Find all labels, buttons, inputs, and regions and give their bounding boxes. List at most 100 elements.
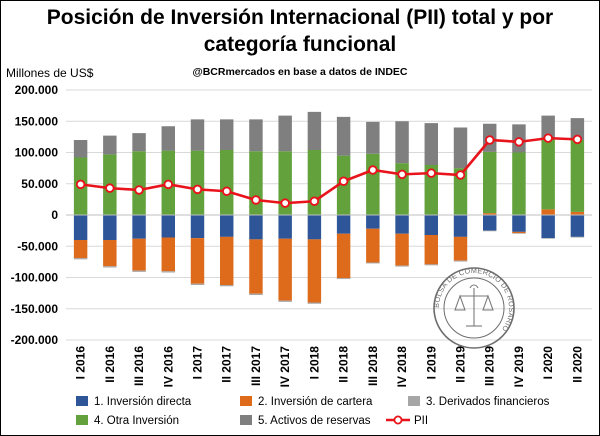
bar-2-11	[395, 233, 409, 266]
bar-2-15	[512, 231, 526, 234]
bar-1-6	[249, 215, 263, 240]
bar-2-5	[220, 236, 234, 285]
pii-point-0	[75, 179, 86, 190]
legend-swatch-3	[408, 396, 420, 406]
bar-5-3	[161, 126, 175, 151]
x-tick-label: I 2020	[541, 346, 555, 380]
bar-5-0	[73, 140, 88, 158]
bar-2-9	[336, 233, 351, 279]
bar-1-1	[103, 215, 117, 240]
x-tick-label: III 2019	[483, 346, 497, 386]
bar-5-5	[220, 119, 234, 150]
bar-5-10	[366, 121, 380, 154]
bar-1-4	[190, 215, 205, 239]
bar-1-11	[395, 215, 409, 234]
bar-4-16	[541, 139, 555, 210]
y-tick-label: -100.000	[11, 271, 59, 285]
bar-3-17	[570, 236, 585, 238]
pii-line	[80, 136, 578, 205]
bar-3-10	[366, 262, 380, 264]
bar-5-6	[249, 119, 263, 152]
legend-label: 5. Activos de reservas	[258, 415, 371, 427]
bar-1-16	[541, 215, 555, 239]
y-tick-label: 0	[51, 208, 58, 222]
x-tick-label: IV 2018	[395, 346, 409, 388]
x-tick-label: IV 2019	[512, 346, 526, 388]
bar-5-16	[541, 115, 555, 140]
pii-point-3	[163, 179, 173, 190]
bar-2-10	[366, 228, 380, 263]
x-tick-label: II 2016	[103, 346, 117, 383]
pii-point-5	[222, 186, 232, 196]
pii-point-7	[280, 198, 290, 208]
bar-1-17	[570, 215, 585, 237]
bar-1-0	[73, 215, 88, 240]
bar-4-5	[220, 150, 234, 215]
bar-3-14	[483, 230, 497, 232]
x-tick-label: I 2018	[307, 346, 321, 380]
bar-3-15	[512, 233, 526, 234]
x-tick-label: I 2017	[191, 346, 205, 380]
bar-3-12	[424, 264, 438, 266]
y-tick-label: -50.000	[17, 239, 58, 253]
bar-1-3	[161, 215, 175, 238]
bar-3-3	[161, 271, 175, 273]
x-tick-label: II 2017	[220, 346, 234, 383]
bar-4-4	[190, 150, 205, 215]
bar-3-5	[220, 285, 234, 287]
legend-label: 1. Inversión directa	[94, 396, 192, 408]
bar-2-12	[424, 235, 438, 265]
bar-5-12	[424, 123, 438, 165]
x-tick-label: III 2017	[249, 346, 263, 386]
chart-title: Posición de Inversión Internacional (PII…	[0, 4, 600, 58]
legend-marker-point	[393, 415, 403, 425]
legend-swatch-5	[240, 415, 252, 425]
bar-1-2	[132, 215, 146, 239]
seal-logo: BOLSA DE COMERCIO DE ROSARIO	[432, 266, 516, 349]
bar-2-0	[73, 240, 88, 259]
bar-3-4	[190, 283, 205, 285]
bar-2-17	[570, 211, 585, 215]
title-line-2: categoría funcional	[203, 33, 397, 56]
pii-point-10	[368, 165, 378, 175]
bar-3-9	[336, 278, 351, 280]
legend-swatch-4	[76, 415, 88, 425]
bar-2-1	[103, 240, 117, 267]
bar-3-16	[541, 238, 555, 239]
bar-4-6	[249, 151, 263, 215]
bar-5-17	[570, 118, 585, 140]
bar-1-14	[483, 215, 497, 231]
bar-2-14	[483, 213, 497, 215]
pii-point-8	[309, 196, 320, 206]
y-tick-label: -200.000	[11, 333, 59, 347]
bar-5-1	[103, 135, 117, 155]
chart-subtitle: @BCRmercados en base a datos de INDEC	[192, 66, 408, 78]
bar-1-13	[453, 215, 468, 237]
y-tick-label: 50.000	[21, 177, 58, 191]
pii-point-11	[397, 169, 407, 180]
bar-2-16	[541, 209, 555, 215]
bar-4-17	[570, 140, 585, 212]
pii-point-13	[455, 170, 466, 180]
bar-4-7	[278, 151, 292, 215]
bar-5-9	[336, 116, 351, 156]
bar-4-12	[424, 165, 438, 215]
legend-label: 4. Otra Inversión	[94, 415, 179, 427]
bar-3-7	[278, 300, 292, 302]
pii-point-4	[192, 184, 203, 195]
bar-5-7	[278, 115, 292, 152]
pii-point-16	[543, 133, 553, 143]
legend-label: PII	[414, 415, 428, 427]
bar-2-6	[249, 239, 263, 294]
x-tick-label: IV 2016	[161, 346, 175, 388]
x-tick-label: III 2018	[366, 346, 380, 386]
bar-2-3	[161, 237, 175, 272]
x-tick-label: IV 2017	[278, 346, 292, 388]
bar-3-6	[249, 293, 263, 295]
bar-1-8	[307, 215, 322, 240]
bar-4-14	[483, 151, 497, 214]
bar-4-10	[366, 153, 380, 215]
pii-point-12	[426, 168, 436, 178]
legend-swatch-2	[240, 396, 252, 406]
